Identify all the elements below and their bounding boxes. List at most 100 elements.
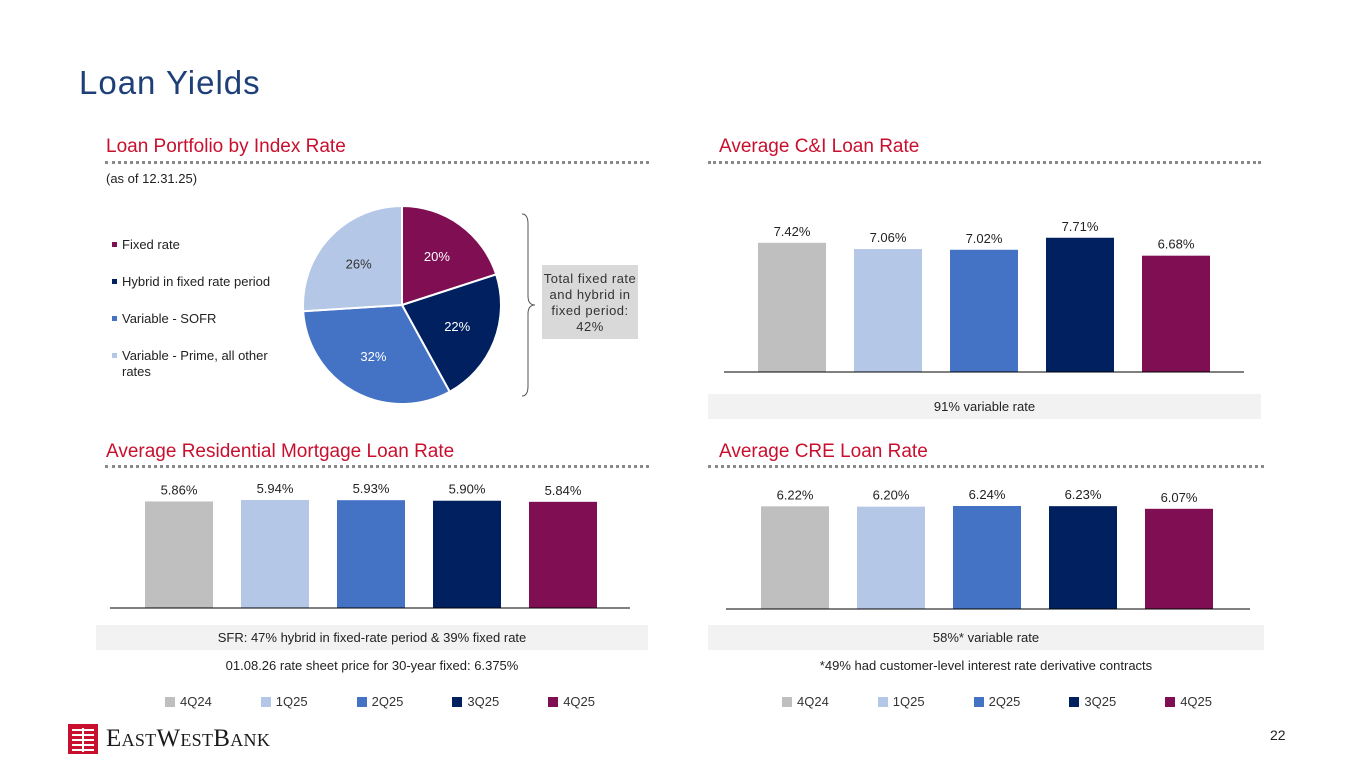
legend-swatch: [112, 279, 117, 284]
pie-legend-item: Variable - Prime, all other rates: [112, 348, 282, 380]
bar-data-label: 7.02%: [966, 231, 1003, 246]
bar-legend-label: 1Q25: [275, 694, 308, 709]
pie-data-label: 26%: [346, 256, 372, 271]
bar: [241, 500, 309, 608]
legend-swatch: [112, 353, 117, 358]
residential-note: SFR: 47% hybrid in fixed-rate period & 3…: [96, 625, 648, 650]
legend-swatch: [112, 242, 117, 247]
pie-legend-label: Variable - Prime, all other rates: [122, 348, 268, 379]
residential-section-title: Average Residential Mortgage Loan Rate: [106, 441, 455, 462]
callout-bracket: [521, 213, 536, 397]
legend-swatch: [260, 696, 271, 707]
bar-legend-label: 2Q25: [988, 694, 1021, 709]
bar-data-label: 6.20%: [873, 488, 910, 503]
pie-data-label: 22%: [444, 319, 470, 334]
residential-footnote: 01.08.26 rate sheet price for 30-year fi…: [225, 658, 519, 673]
cre-section-title: Average CRE Loan Rate: [719, 441, 928, 462]
pie-slice: [401, 204, 498, 307]
bar: [950, 249, 1018, 372]
legend-swatch: [1069, 696, 1080, 707]
bar-legend-label: 4Q24: [797, 694, 829, 709]
pie-legend-label: Hybrid in fixed rate period: [122, 274, 271, 289]
pie-slice: [400, 273, 502, 394]
bar: [953, 506, 1021, 609]
bar-legend-item: 4Q25: [548, 694, 595, 709]
east-west-bank-logo: EastWestBank: [68, 724, 270, 754]
bar-data-label: 7.42%: [774, 224, 811, 239]
pie-legend-label: Fixed rate: [122, 237, 180, 252]
ci-divider: [708, 161, 1261, 164]
residential-bar-chart: 5.86% 5.94% 5.93% 5.90% 5.84%: [110, 481, 630, 609]
bar-data-label: 7.71%: [1062, 219, 1099, 234]
legend-swatch: [452, 696, 463, 707]
bar-legend-item: 1Q25: [877, 694, 925, 709]
bar-legend-item: 3Q25: [452, 694, 499, 709]
bar-data-label: 7.06%: [870, 230, 907, 245]
legend-swatch: [973, 696, 984, 707]
bar: [854, 249, 922, 372]
legend-swatch: [877, 696, 888, 707]
pie-slice: [302, 204, 403, 313]
bar-legend-label: 4Q24: [180, 694, 212, 709]
cre-footnote: *49% had customer-level interest rate de…: [819, 658, 1153, 673]
legend-swatch: [782, 696, 792, 707]
bank-logo-icon: [68, 724, 98, 754]
bar-legend-item: 2Q25: [356, 694, 404, 709]
bar: [433, 500, 501, 608]
residential-divider: [105, 465, 649, 468]
residential-bar-legend: 4Q24 1Q25 2Q25 3Q25 4Q25: [165, 694, 595, 709]
bar-legend-label: 1Q25: [892, 694, 925, 709]
ci-bar-chart: 7.42% 7.06% 7.02% 7.71% 6.68%: [724, 219, 1244, 373]
legend-swatch: [1165, 696, 1176, 707]
bar: [1049, 506, 1117, 609]
bar: [758, 242, 826, 372]
bar-legend-label: 2Q25: [371, 694, 404, 709]
bar: [1142, 255, 1210, 372]
bar-legend-item: 4Q25: [1165, 694, 1212, 709]
bar: [337, 500, 405, 608]
pie-legend-label: Variable - SOFR: [122, 311, 217, 326]
pie-legend-item: Hybrid in fixed rate period: [112, 274, 282, 311]
bar-data-label: 5.86%: [161, 482, 198, 497]
pie-legend-item: Variable - SOFR: [112, 311, 282, 348]
bar-data-label: 6.22%: [777, 487, 814, 502]
bar-legend-label: 4Q25: [1180, 694, 1212, 709]
bar-legend-label: 4Q25: [563, 694, 595, 709]
cre-bar-legend: 4Q24 1Q25 2Q25 3Q25 4Q25: [782, 694, 1212, 709]
bar: [761, 506, 829, 609]
pie-legend-item: Fixed rate: [112, 237, 282, 274]
pie-legend: Fixed rate Hybrid in fixed rate period V…: [112, 237, 282, 380]
bar-legend-item: 1Q25: [260, 694, 308, 709]
bar-legend-label: 3Q25: [1084, 694, 1117, 709]
bar-data-label: 6.68%: [1158, 237, 1195, 252]
bar-data-label: 5.84%: [545, 483, 582, 498]
portfolio-divider: [105, 161, 649, 164]
bar-legend-item: 4Q24: [165, 694, 212, 709]
bar-data-label: 6.24%: [969, 487, 1006, 502]
page-number: 22: [1270, 727, 1286, 743]
bar-legend-item: 4Q24: [782, 694, 829, 709]
bar-data-label: 5.90%: [449, 482, 486, 497]
page-title: Loan Yields: [79, 64, 261, 101]
bar-data-label: 6.23%: [1065, 487, 1102, 502]
bar-data-label: 5.94%: [257, 481, 294, 496]
bar: [857, 506, 925, 609]
bar-data-label: 6.07%: [1161, 490, 1198, 505]
bar-data-label: 5.93%: [353, 481, 390, 496]
pie-data-label: 20%: [424, 249, 450, 264]
legend-swatch: [112, 316, 117, 321]
legend-swatch: [548, 696, 559, 707]
bar-legend-item: 2Q25: [973, 694, 1021, 709]
bar: [145, 501, 213, 608]
cre-divider: [708, 465, 1264, 468]
pie-data-label: 32%: [360, 349, 386, 364]
bar-legend-item: 3Q25: [1069, 694, 1116, 709]
legend-swatch: [356, 696, 367, 707]
bar: [529, 501, 597, 608]
ci-section-title: Average C&I Loan Rate: [719, 136, 920, 157]
cre-bar-chart: 6.22% 6.20% 6.24% 6.23% 6.07%: [726, 487, 1250, 610]
bar: [1145, 508, 1213, 609]
ci-note: 91% variable rate: [708, 394, 1261, 419]
pie-slice: [302, 303, 452, 405]
legend-swatch: [165, 696, 175, 707]
